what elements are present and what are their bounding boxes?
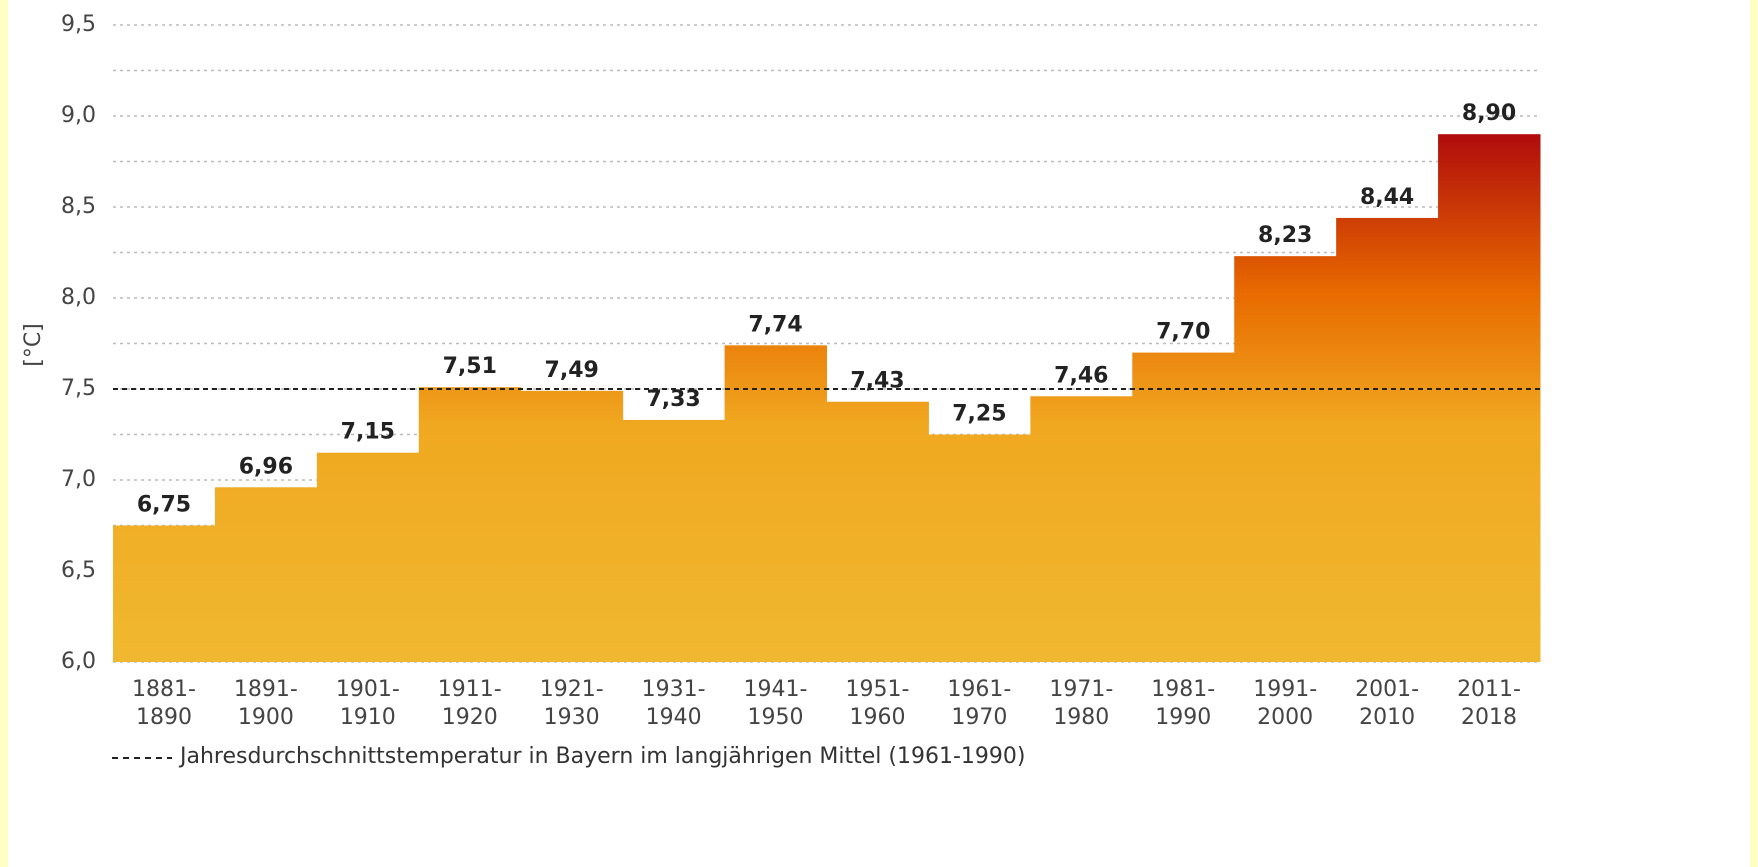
value-label: 6,96 — [239, 454, 293, 479]
bar — [316, 452, 420, 662]
x-tick-label: 1941-1950 — [744, 677, 808, 730]
y-tick-label: 6,0 — [61, 649, 96, 674]
y-tick-label: 7,5 — [61, 376, 96, 401]
bar — [418, 387, 522, 662]
bar — [1234, 256, 1337, 662]
value-label: 7,70 — [1156, 320, 1210, 345]
bar — [113, 525, 216, 662]
legend-label: Jahresdurchschnittstemperatur in Bayern … — [178, 744, 1026, 769]
bar — [928, 434, 1031, 662]
bar — [214, 487, 318, 662]
y-tick-label: 8,0 — [61, 285, 96, 310]
y-tick-label: 9,5 — [61, 12, 96, 37]
x-tick-label: 1921-1930 — [540, 677, 604, 730]
value-label: 7,15 — [341, 420, 395, 445]
value-label: 7,74 — [748, 312, 802, 337]
value-label: 6,75 — [137, 493, 191, 518]
bar — [622, 419, 726, 662]
value-label: 7,33 — [646, 387, 700, 412]
x-tick-label: 1951-1960 — [845, 677, 909, 730]
y-axis-title: [°C] — [21, 323, 46, 367]
x-tick-label: 2001-2010 — [1355, 677, 1419, 730]
x-tick-label: 1901-1910 — [336, 677, 400, 730]
value-label: 7,43 — [850, 369, 904, 394]
x-tick-label: 2011-2018 — [1457, 677, 1521, 730]
y-tick-label: 6,5 — [61, 558, 96, 583]
y-tick-label: 9,0 — [61, 103, 96, 128]
x-tick-label: 1911-1920 — [438, 677, 502, 730]
value-label: 8,44 — [1360, 185, 1414, 210]
y-tick-label: 8,5 — [61, 194, 96, 219]
x-tick-label: 1961-1970 — [947, 677, 1011, 730]
bar — [1030, 396, 1133, 662]
value-label: 7,25 — [952, 402, 1006, 427]
value-label: 8,23 — [1258, 223, 1312, 248]
bar — [724, 345, 827, 662]
x-tick-label: 1981-1990 — [1151, 677, 1215, 730]
y-tick-label: 7,0 — [61, 467, 96, 492]
bar — [520, 390, 624, 662]
x-tick-label: 1971-1980 — [1049, 677, 1113, 730]
x-tick-label: 1881-1890 — [132, 677, 196, 730]
value-label: 7,46 — [1054, 363, 1108, 388]
x-tick-label: 1991-2000 — [1253, 677, 1317, 730]
value-label: 8,90 — [1462, 101, 1516, 126]
bar — [1336, 217, 1439, 663]
value-label: 7,51 — [443, 354, 497, 379]
bar — [1438, 134, 1541, 662]
bar — [1132, 352, 1235, 662]
bar — [826, 401, 929, 662]
x-tick-label: 1891-1900 — [234, 677, 298, 730]
x-tick-label: 1931-1940 — [642, 677, 706, 730]
value-label: 7,49 — [545, 358, 599, 383]
